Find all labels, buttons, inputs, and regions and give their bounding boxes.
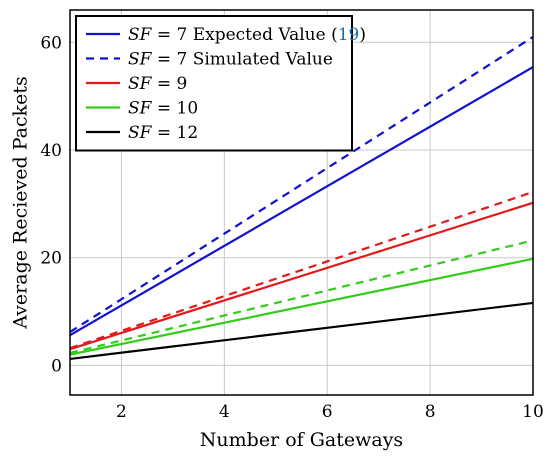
legend-box [75,15,353,152]
series-line [69,239,534,355]
x-tick-label: 8 [425,402,436,422]
y-tick-label: 0 [51,356,62,376]
tick-labels: 2 4 6 8 10 0 20 40 60 [40,33,543,422]
series-line [69,190,534,350]
series-line [69,301,534,361]
x-tick-label: 4 [219,402,230,422]
y-tick-label: 60 [40,33,62,53]
series-line [69,35,534,333]
legend: SF = 7 Expected Value (19) SF = 7 Simulat… [75,15,366,152]
plot-frame [69,9,534,396]
x-tick-label: 10 [522,402,544,422]
x-tick-label: 6 [322,402,333,422]
legend-label: SF = 9 [128,74,187,94]
x-axis-label: Number of Gateways [200,429,403,451]
series-lines [69,35,534,361]
y-tick-label: 40 [40,141,62,161]
y-axis-label: Average Recieved Packets [10,76,32,330]
legend-label: SF = 7 Expected Value (19) [128,25,366,45]
legend-label: SF = 7 Simulated Value [128,50,333,70]
y-tick-label: 20 [40,249,62,269]
legend-label: SF = 12 [128,123,198,143]
x-tick-label: 2 [116,402,127,422]
legend-label: SF = 10 [128,99,198,119]
series-line [69,66,534,337]
series-line [69,201,534,351]
series-line [69,257,534,356]
